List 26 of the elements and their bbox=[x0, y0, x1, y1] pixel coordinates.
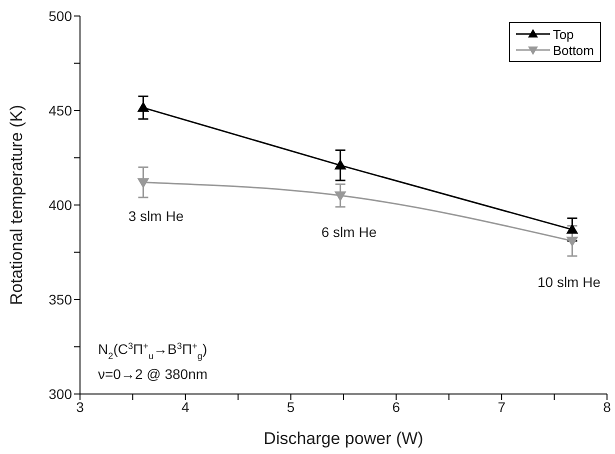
annotation: 6 slm He bbox=[321, 224, 377, 240]
legend-label: Bottom bbox=[552, 42, 594, 58]
point bbox=[137, 102, 150, 112]
y-tick-label: 500 bbox=[48, 8, 72, 24]
point bbox=[566, 236, 578, 247]
y-tick-label: 350 bbox=[48, 291, 72, 308]
point bbox=[334, 159, 346, 170]
x-tick-label: 4 bbox=[182, 398, 190, 415]
legend-label: Top bbox=[552, 26, 574, 42]
x-tick-label: 6 bbox=[392, 398, 400, 415]
point bbox=[334, 191, 346, 202]
y-tick-label: 300 bbox=[48, 386, 72, 402]
y-tick-label: 450 bbox=[48, 102, 72, 118]
annotation: ν=0→2 @ 380nm bbox=[98, 366, 208, 382]
annotation: 10 slm He bbox=[537, 274, 601, 290]
x-axis-title: Discharge power (W) bbox=[264, 429, 424, 448]
y-axis-title: Rotational temperature (K) bbox=[7, 104, 26, 306]
y-tick-label: 400 bbox=[48, 196, 72, 213]
text: N$_{2}$(C$^{3}$Π$^{+}$$_{u}$→B$^{3}$Π$^{+}$$_{g}$) bbox=[98, 341, 208, 361]
x-tick-label: 5 bbox=[286, 398, 295, 415]
x-tick-label: 3 bbox=[76, 398, 84, 415]
x-tick-label: 8 bbox=[603, 398, 612, 415]
annotation: 3 slm He bbox=[128, 208, 184, 224]
point bbox=[137, 178, 150, 188]
x-tick-label: 7 bbox=[498, 398, 506, 415]
point bbox=[566, 224, 578, 234]
